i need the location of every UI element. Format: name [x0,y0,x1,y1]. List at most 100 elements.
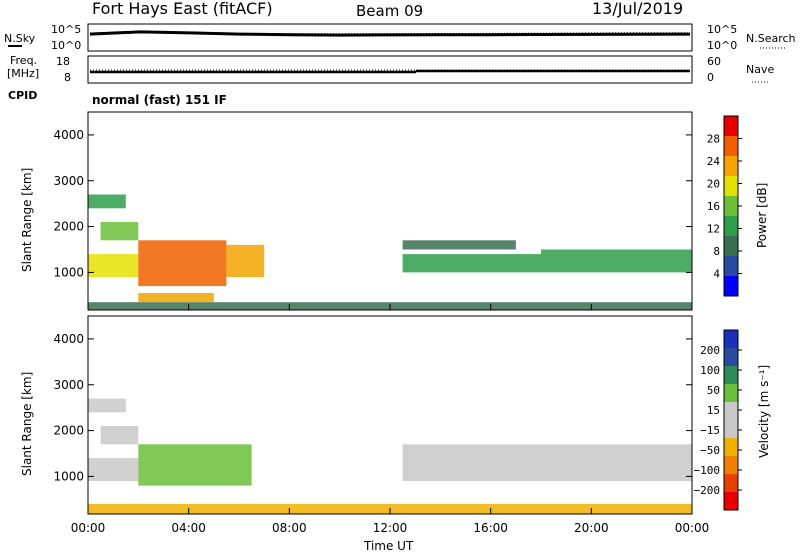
colorbar-swatch [724,456,738,475]
colorbar-swatch [724,438,738,457]
colorbar-swatch [724,216,738,237]
noise-right-top-tick: 10^5 [707,23,737,36]
y-tick-label: 3000 [53,174,84,188]
vel-heat-region [88,398,126,413]
cpid-label: CPID [8,89,37,102]
nave-bottom-tick: 0 [707,71,714,84]
colorbar-tick-label: 100 [700,364,720,377]
x-tick-label: 04:00 [171,521,206,535]
power-y-ticks: 1000 2000 3000 4000 [53,128,692,279]
nsky-label: N.Sky [4,32,36,45]
noise-left-bottom-tick: 10^0 [51,39,81,52]
colorbar-tick-label: 50 [707,384,720,397]
colorbar-tick-label: 16 [707,200,720,213]
x-tick-label: 00:00 [675,521,710,535]
colorbar-swatch [724,116,738,137]
velocity-y-ticks: 1000 2000 3000 4000 [53,332,692,483]
nave-top-tick: 60 [707,55,721,68]
frequency-panel: Freq. [MHz] 18 8 CPID Nave 60 0 [7,54,774,102]
power-heat-region [138,240,227,287]
noise-left-top-tick: 10^5 [51,23,81,36]
colorbar-frame [723,329,739,511]
velocity-colorbar-label: Velocity [m s⁻¹] [757,365,771,458]
colorbar-tick-label: 15 [707,404,720,417]
colorbar-tick-label: 4 [713,268,720,281]
noise-right-bottom-tick: 10^0 [707,39,737,52]
noise-panel-frame [87,23,693,52]
power-heat-region [541,249,692,273]
power-panel: 1000 2000 3000 4000 Slant Range [km] 28 24 20… [20,111,769,311]
power-heat-region [402,240,516,250]
velocity-ylabel: Slant Range [km] [20,372,34,476]
power-heat-region [138,293,214,303]
vel-heat-region [88,458,139,481]
x-tick-label: 12:00 [373,521,408,535]
x-tick-label: 08:00 [272,521,307,535]
colorbar-tick-label: 28 [707,133,720,146]
colorbar-swatch [724,348,738,367]
nsearch-label: N.Search [746,32,796,45]
x-tick-label: 16:00 [473,521,508,535]
colorbar-swatch [724,402,738,421]
station-title: Fort Hays East (fitACF) [92,0,273,18]
colorbar-swatch [724,384,738,403]
x-tick-label: 20:00 [574,521,609,535]
power-ylabel: Slant Range [km] [20,168,34,272]
colorbar-tick-label: 24 [707,155,721,168]
power-heat-region [88,194,126,209]
colorbar-swatch [724,366,738,385]
y-tick-label: 3000 [53,378,84,392]
y-tick-label: 4000 [53,332,84,346]
colorbar-swatch [724,276,738,297]
y-tick-label: 1000 [53,469,84,483]
power-colorbar-label: Power [dB] [755,183,769,248]
colorbar-tick-label: 8 [713,245,720,258]
noise-series-nsearch [89,31,690,35]
power-heat-region [402,254,541,273]
power-heat-region [226,244,265,277]
colorbar-tick-label: 12 [707,223,720,236]
noise-trace [89,30,691,37]
vel-heat-region [402,444,692,481]
freq-bottom-tick: 8 [64,71,71,84]
vel-heat-region [138,444,252,486]
colorbar-swatch [724,236,738,257]
colorbar-swatch [724,420,738,439]
x-axis-label: Time UT [363,539,414,553]
colorbar-swatch [724,474,738,493]
y-tick-label: 2000 [53,220,84,234]
colorbar-swatch [724,156,738,177]
colorbar-tick-label: −15 [700,424,720,437]
colorbar-swatch [724,256,738,277]
freq-unit-label: [MHz] [7,67,39,80]
y-tick-label: 2000 [53,424,84,438]
mode-label: normal (fast) 151 IF [92,93,227,107]
colorbar-tick-label: −100 [694,464,721,477]
frequency-panel-frame [87,55,693,84]
noise-panel: N.Sky 10^5 10^0 N.Search 10^5 10^0 [4,23,796,52]
colorbar-swatch [724,176,738,197]
colorbar-swatch [724,330,738,349]
colorbar-swatch [724,492,738,511]
vel-heat-region [100,426,139,445]
beam-label: Beam 09 [356,2,423,20]
freq-top-tick: 18 [56,55,70,68]
date-label: 13/Jul/2019 [592,0,683,18]
x-tick-label: 00:00 [71,521,106,535]
colorbar-tick-label: 200 [700,344,720,357]
power-colorbar: 28 24 20 16 12 8 4 [707,115,742,297]
freq-label: Freq. [10,54,37,67]
velocity-colorbar: 200 100 50 15 −15 −50 −100 −200 [694,329,742,511]
x-ticks: 00:00 04:00 08:00 12:00 16:00 20:00 00:00 [71,304,710,535]
y-tick-label: 4000 [53,128,84,142]
colorbar-tick-label: 20 [707,178,720,191]
colorbar-swatch [724,136,738,157]
velocity-panel: 1000 2000 3000 4000 Slant Range [km] 200 100… [20,304,771,553]
power-heat-region [100,222,139,241]
power-heat-region [88,254,139,277]
noise-series-nsky [89,30,691,37]
colorbar-swatch [724,196,738,217]
nave-label: Nave [746,63,774,76]
colorbar-tick-label: −50 [700,444,720,457]
